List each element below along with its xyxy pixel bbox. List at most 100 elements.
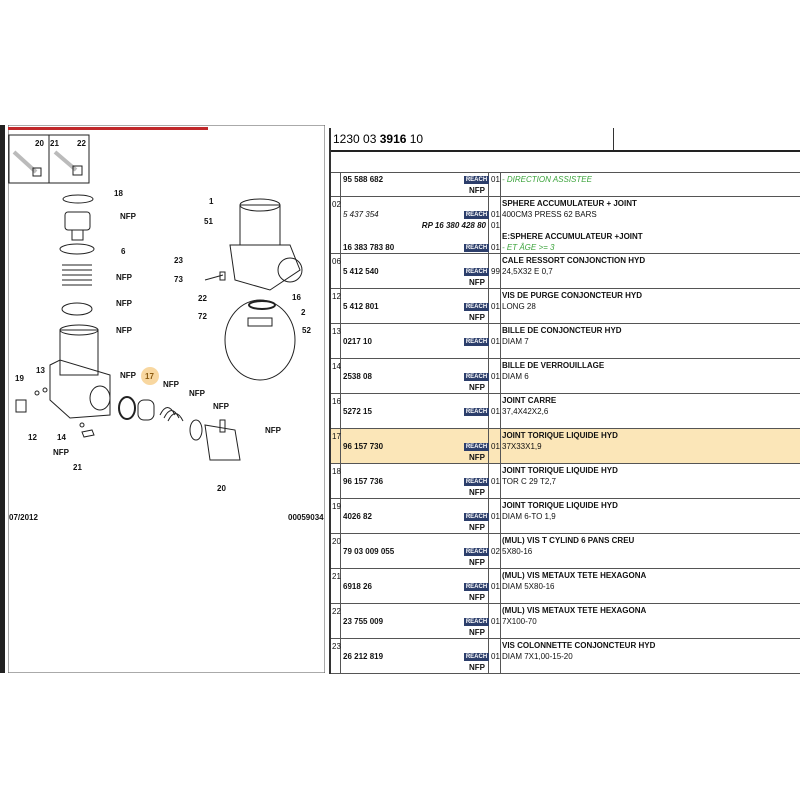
left-scroll-strip (0, 125, 5, 673)
label: 6 (121, 247, 126, 256)
label: NFP (213, 402, 230, 411)
nfp-label: NFP (469, 628, 485, 637)
table-row[interactable]: 14 BILLE DE VERROUILLAGE 2538 08 REACH 01 DIA… (331, 359, 800, 394)
description: BILLE DE CONJONCTEUR HYD (502, 326, 622, 335)
table-row[interactable]: 12 VIS DE PURGE CONJONCTEUR HYD 5 412 801 R… (331, 289, 800, 324)
reach-badge: REACH (464, 408, 489, 416)
quantity: 01 (491, 442, 500, 451)
red-header-bar (8, 127, 208, 130)
label: NFP (116, 273, 133, 282)
part-number[interactable]: 79 03 009 055 (343, 547, 395, 556)
reach-badge: REACH (464, 176, 489, 184)
item-ref: 23 (332, 642, 341, 651)
label: 2 (301, 308, 306, 317)
quantity: 01 (491, 512, 500, 521)
table-row[interactable]: 23 VIS COLONNETTE CONJONCTEUR HYD 26 212 8… (331, 639, 800, 674)
label: NFP (116, 299, 133, 308)
description: 7X100-70 (502, 617, 537, 626)
description: DIAM 6-TO 1,9 (502, 512, 556, 521)
description: JOINT TORIQUE LIQUIDE HYD (502, 431, 618, 440)
exploded-parts-diagram: 20 21 22 18 NFP 6 NFP NFP NFP 13 19 12 1… (8, 125, 325, 673)
part-number[interactable]: 5 412 540 (343, 267, 379, 276)
description: DIAM 6 (502, 372, 529, 381)
quantity: 01 (491, 221, 500, 230)
quantity: 99 (491, 267, 500, 276)
label: 12 (28, 433, 37, 442)
quantity: 01 (491, 210, 500, 219)
table-row[interactable]: 16 JOINT CARRE 5272 15 REACH 01 37,4X42X2,6 (331, 394, 800, 429)
label: NFP (120, 212, 137, 221)
quantity: 01 (491, 243, 500, 252)
item-ref: 16 (332, 397, 341, 406)
quantity: 01 (491, 582, 500, 591)
label: 52 (302, 326, 311, 335)
item-ref: 17 (332, 432, 341, 441)
part-number[interactable]: 6918 26 (343, 582, 372, 591)
description: CALE RESSORT CONJONCTION HYD (502, 256, 646, 265)
table-row[interactable]: 13 BILLE DE CONJONCTEUR HYD 0217 10 REACH 01… (331, 324, 800, 359)
label: 13 (36, 366, 45, 375)
description: 37,4X42X2,6 (502, 407, 549, 416)
nfp-label: NFP (469, 278, 485, 287)
reach-badge: REACH (464, 338, 489, 346)
reach-badge: REACH (464, 583, 489, 591)
description: DIAM 5X80-16 (502, 582, 555, 591)
label: NFP (120, 371, 137, 380)
table-row[interactable]: 20 (MUL) VIS T CYLIND 6 PANS CREU 79 03 00… (331, 534, 800, 569)
item-ref: 20 (332, 537, 341, 546)
table-row[interactable]: 06 CALE RESSORT CONJONCTION HYD 5 412 540 R… (331, 254, 800, 289)
description: - ET ÂGE >= 3 (502, 243, 555, 252)
table-row[interactable]: 02 SPHERE ACCUMULATEUR + JOINT 5 437 354 RE… (331, 197, 800, 254)
reach-badge: REACH (464, 618, 489, 626)
label: NFP (265, 426, 282, 435)
part-number[interactable]: 95 588 682 (343, 175, 384, 184)
label: 72 (198, 312, 207, 321)
reach-badge: REACH (464, 211, 489, 219)
quantity: 01 (491, 652, 500, 661)
item-ref: 21 (332, 572, 341, 581)
replacement-part-number: RP 16 380 428 80 (421, 221, 486, 230)
item-ref: 12 (332, 292, 341, 301)
table-row[interactable]: 21 (MUL) VIS METAUX TETE HEXAGONA 6918 26 R… (331, 569, 800, 604)
part-number[interactable]: 2538 08 (343, 372, 372, 381)
part-number[interactable]: 16 383 783 80 (343, 243, 395, 252)
reach-badge: REACH (464, 268, 489, 276)
item-ref: 13 (332, 327, 341, 336)
part-number[interactable]: 96 157 736 (343, 477, 384, 486)
quantity: 01 (491, 372, 500, 381)
quantity: 02 (491, 547, 500, 556)
label: 73 (174, 275, 183, 284)
part-number[interactable]: 4026 82 (343, 512, 372, 521)
nfp-label: NFP (469, 186, 485, 195)
label: 19 (15, 374, 24, 383)
reach-badge: REACH (464, 373, 489, 381)
label: 17 (145, 372, 154, 381)
table-row[interactable]: 95 588 682 REACH 01- DIRECTION ASSISTEE NFP (331, 173, 800, 197)
label: 21 (73, 463, 82, 472)
nfp-label: NFP (469, 523, 485, 532)
table-row[interactable]: 19 JOINT TORIQUE LIQUIDE HYD 4026 82 REACH 0… (331, 499, 800, 534)
reach-badge: REACH (464, 244, 489, 252)
description: JOINT TORIQUE LIQUIDE HYD (502, 466, 618, 475)
part-number[interactable]: 23 755 009 (343, 617, 384, 626)
part-number[interactable]: 5 437 354 (343, 210, 379, 219)
nfp-label: NFP (469, 558, 485, 567)
table-row[interactable]: 22 (MUL) VIS METAUX TETE HEXAGONA 23 755 0… (331, 604, 800, 639)
part-number[interactable]: 5272 15 (343, 407, 372, 416)
table-row[interactable]: 18 JOINT TORIQUE LIQUIDE HYD 96 157 736 REA… (331, 464, 800, 499)
item-ref: 22 (332, 607, 341, 616)
part-number[interactable]: 5 412 801 (343, 302, 379, 311)
item-ref: 19 (332, 502, 341, 511)
label: 22 (198, 294, 207, 303)
table-row[interactable]: 17 JOINT TORIQUE LIQUIDE HYD 96 157 730 REA… (331, 429, 800, 464)
quantity: 01 (491, 175, 500, 184)
part-number[interactable]: 0217 10 (343, 337, 372, 346)
nfp-label: NFP (469, 383, 485, 392)
part-number[interactable]: 26 212 819 (343, 652, 384, 661)
item-ref: 02 (332, 200, 341, 209)
part-number[interactable]: 96 157 730 (343, 442, 384, 451)
item-ref: 06 (332, 257, 341, 266)
label: 18 (114, 189, 123, 198)
nfp-label: NFP (469, 663, 485, 672)
nfp-label: NFP (469, 313, 485, 322)
